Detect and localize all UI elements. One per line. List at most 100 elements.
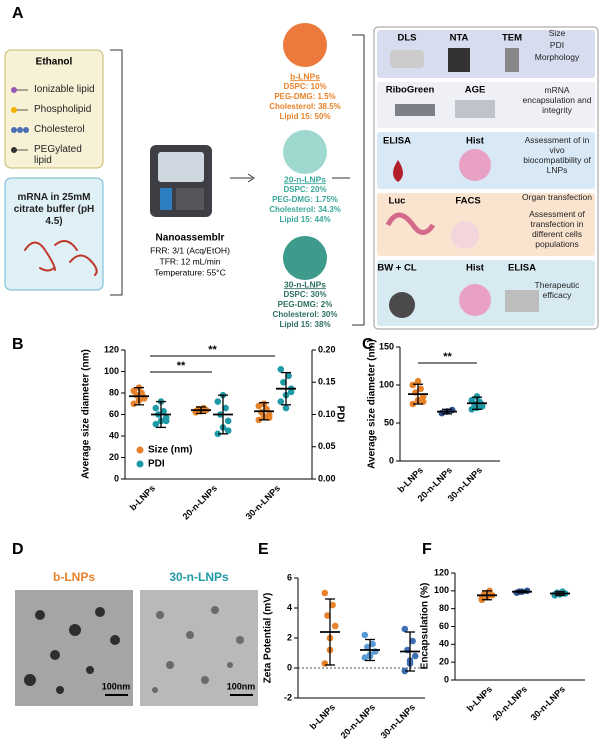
- significance-label: **: [208, 344, 217, 356]
- formulation-line: Lipid 15: 38%: [279, 320, 330, 329]
- tick-label: 100: [434, 585, 449, 595]
- data-point: [152, 404, 160, 412]
- particle: [283, 130, 327, 174]
- data-point: [409, 637, 416, 645]
- x-tick-label: 20-n-LNPs: [181, 483, 220, 522]
- significance-label: **: [177, 360, 186, 372]
- formulation-line: DSPC: 20%: [283, 185, 326, 194]
- data-point: [468, 396, 476, 404]
- assay-method: Luc: [389, 196, 406, 207]
- tick-label: 100: [104, 366, 119, 376]
- assay-method: ELISA: [383, 136, 411, 147]
- data-point: [160, 407, 167, 415]
- legend-marker: [136, 446, 144, 454]
- assay-method: DLS: [398, 33, 417, 44]
- mrna-strands: [24, 240, 98, 276]
- data-point: [255, 416, 263, 424]
- tem-image: [15, 590, 133, 706]
- assay-description: PDI: [549, 40, 565, 50]
- tick-label: 0.00: [318, 473, 336, 483]
- x-tick-label: 30-n-LNPs: [379, 702, 418, 741]
- data-point: [138, 389, 145, 397]
- mrna-box: [4, 177, 104, 291]
- tick-label: 40: [439, 639, 449, 649]
- data-point: [214, 398, 222, 405]
- formulation-line: Lipid 15: 44%: [279, 215, 330, 224]
- data-point: [329, 601, 336, 609]
- assay-method: TEM: [502, 33, 522, 44]
- data-point: [468, 406, 476, 413]
- data-point: [277, 366, 285, 373]
- x-tick-label: 20-n-LNPs: [339, 702, 378, 741]
- data-point: [321, 589, 329, 597]
- tick-label: 20: [109, 452, 119, 462]
- data-point: [331, 622, 339, 630]
- image-title: 30-n-LNPs: [169, 570, 229, 584]
- y2-axis-label: PDI: [334, 406, 345, 423]
- data-point: [162, 417, 170, 425]
- tick-label: 2: [287, 632, 292, 642]
- ethanol-box: [4, 49, 104, 169]
- data-point: [401, 667, 409, 675]
- assay-description: Size: [548, 28, 566, 38]
- data-point: [287, 388, 295, 396]
- formulation-line: PEG-DMG: 1.5%: [274, 92, 335, 101]
- aqueous-label: mRNA in 25mM citrate buffer (pH 4.5): [13, 192, 95, 227]
- tem-particles: [152, 606, 244, 693]
- formulation-line: Cholesterol: 30%: [273, 310, 338, 319]
- formulation-name: b-LNPs: [290, 71, 320, 81]
- data-point: [224, 427, 232, 434]
- data-point: [285, 372, 292, 380]
- bracket: [352, 34, 365, 326]
- tick-label: 120: [104, 344, 119, 354]
- tick-label: 6: [287, 572, 292, 582]
- assay-method: ELISA: [508, 263, 536, 274]
- lipid-icons: [11, 87, 29, 153]
- panel-label: F: [422, 541, 432, 558]
- formulation-line: DSPC: 10%: [283, 82, 326, 91]
- tick-label: 0: [389, 455, 394, 465]
- assay-method: Hist: [466, 263, 485, 274]
- assay-row: [377, 193, 595, 256]
- legend-label: Size (nm): [148, 445, 192, 456]
- formulation-line: PEG-DMG: 2%: [278, 300, 333, 309]
- data-point: [369, 640, 376, 648]
- formulation-name: 30-n-LNPs: [284, 279, 326, 289]
- data-point: [280, 378, 287, 386]
- assay-method: Hist: [466, 136, 485, 147]
- data-point: [324, 612, 331, 619]
- lipid-label: Cholesterol: [34, 124, 85, 135]
- formulation-line: PEG-DMG: 1.75%: [272, 195, 338, 204]
- formulation-name: 20-n-LNPs: [284, 174, 326, 184]
- tick-label: 0.05: [318, 441, 336, 451]
- tick-label: -2: [284, 692, 292, 702]
- x-tick-label: 30-n-LNPs: [244, 483, 283, 522]
- arrow-head: [247, 173, 255, 183]
- formulation-line: Cholesterol: 38.5%: [269, 102, 341, 111]
- tick-label: 0: [114, 473, 119, 483]
- data-point: [409, 400, 417, 408]
- data-point: [224, 417, 232, 425]
- ethanol-title: Ethanol: [36, 57, 73, 68]
- tick-label: 100: [379, 379, 394, 389]
- assay-description: Morphology: [534, 52, 580, 62]
- assay-method: RiboGreen: [386, 85, 435, 96]
- data-point: [282, 404, 290, 412]
- y-axis-label: Zeta Potential (mV): [263, 593, 274, 684]
- y-axis-label: Average size diameter (nm): [81, 349, 92, 479]
- x-tick-label: 20-n-LNPs: [491, 684, 530, 723]
- scale-label: 100nm: [102, 681, 131, 691]
- lipid-label: Ionizable lipid: [34, 84, 95, 95]
- tick-label: 60: [439, 621, 449, 631]
- assay-method: AGE: [465, 85, 486, 96]
- lipid-label: PEGylated lipid: [34, 144, 82, 166]
- data-point: [222, 404, 229, 412]
- panel-label: E: [258, 541, 269, 558]
- formulation-line: Lipid 15: 50%: [279, 112, 330, 121]
- panel-label: C: [362, 336, 374, 353]
- data-point: [417, 385, 424, 393]
- lipid-label: Phospholipid: [34, 104, 92, 115]
- formulation-line: Cholesterol: 34.3%: [269, 205, 341, 214]
- particle: [283, 236, 327, 280]
